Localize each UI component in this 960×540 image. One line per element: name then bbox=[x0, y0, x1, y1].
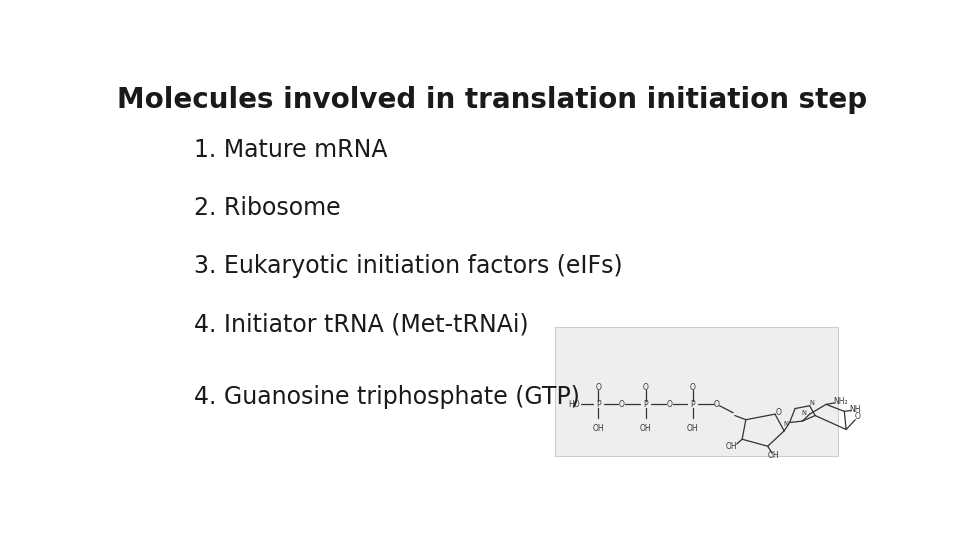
Text: NH₂: NH₂ bbox=[833, 397, 848, 406]
Text: O: O bbox=[776, 408, 781, 417]
Text: OH: OH bbox=[687, 423, 699, 433]
Text: OH: OH bbox=[592, 423, 604, 433]
Text: 4. Initiator tRNA (Met-tRNAi): 4. Initiator tRNA (Met-tRNAi) bbox=[194, 313, 529, 336]
Text: O: O bbox=[619, 400, 625, 409]
Text: N: N bbox=[809, 400, 814, 406]
Text: HO: HO bbox=[568, 400, 580, 409]
Text: N: N bbox=[783, 421, 788, 427]
Text: P: P bbox=[596, 400, 600, 409]
Text: O: O bbox=[642, 383, 648, 392]
Text: O: O bbox=[595, 383, 601, 392]
Text: O: O bbox=[713, 400, 720, 409]
Text: 3. Eukaryotic initiation factors (eIFs): 3. Eukaryotic initiation factors (eIFs) bbox=[194, 254, 623, 279]
Text: 4. Guanosine triphosphate (GTP): 4. Guanosine triphosphate (GTP) bbox=[194, 386, 580, 409]
Text: Molecules involved in translation initiation step: Molecules involved in translation initia… bbox=[117, 85, 867, 113]
FancyBboxPatch shape bbox=[555, 327, 838, 456]
Text: O: O bbox=[666, 400, 672, 409]
Text: O: O bbox=[690, 383, 696, 392]
Text: NH: NH bbox=[850, 406, 861, 415]
Text: P: P bbox=[643, 400, 648, 409]
Text: 2. Ribosome: 2. Ribosome bbox=[194, 196, 341, 220]
Text: P: P bbox=[690, 400, 695, 409]
Text: N: N bbox=[802, 410, 806, 416]
Text: O: O bbox=[854, 413, 860, 421]
Text: 1. Mature mRNA: 1. Mature mRNA bbox=[194, 138, 388, 162]
Text: OH: OH bbox=[767, 451, 779, 461]
Text: OH: OH bbox=[726, 442, 737, 451]
Text: OH: OH bbox=[639, 423, 651, 433]
